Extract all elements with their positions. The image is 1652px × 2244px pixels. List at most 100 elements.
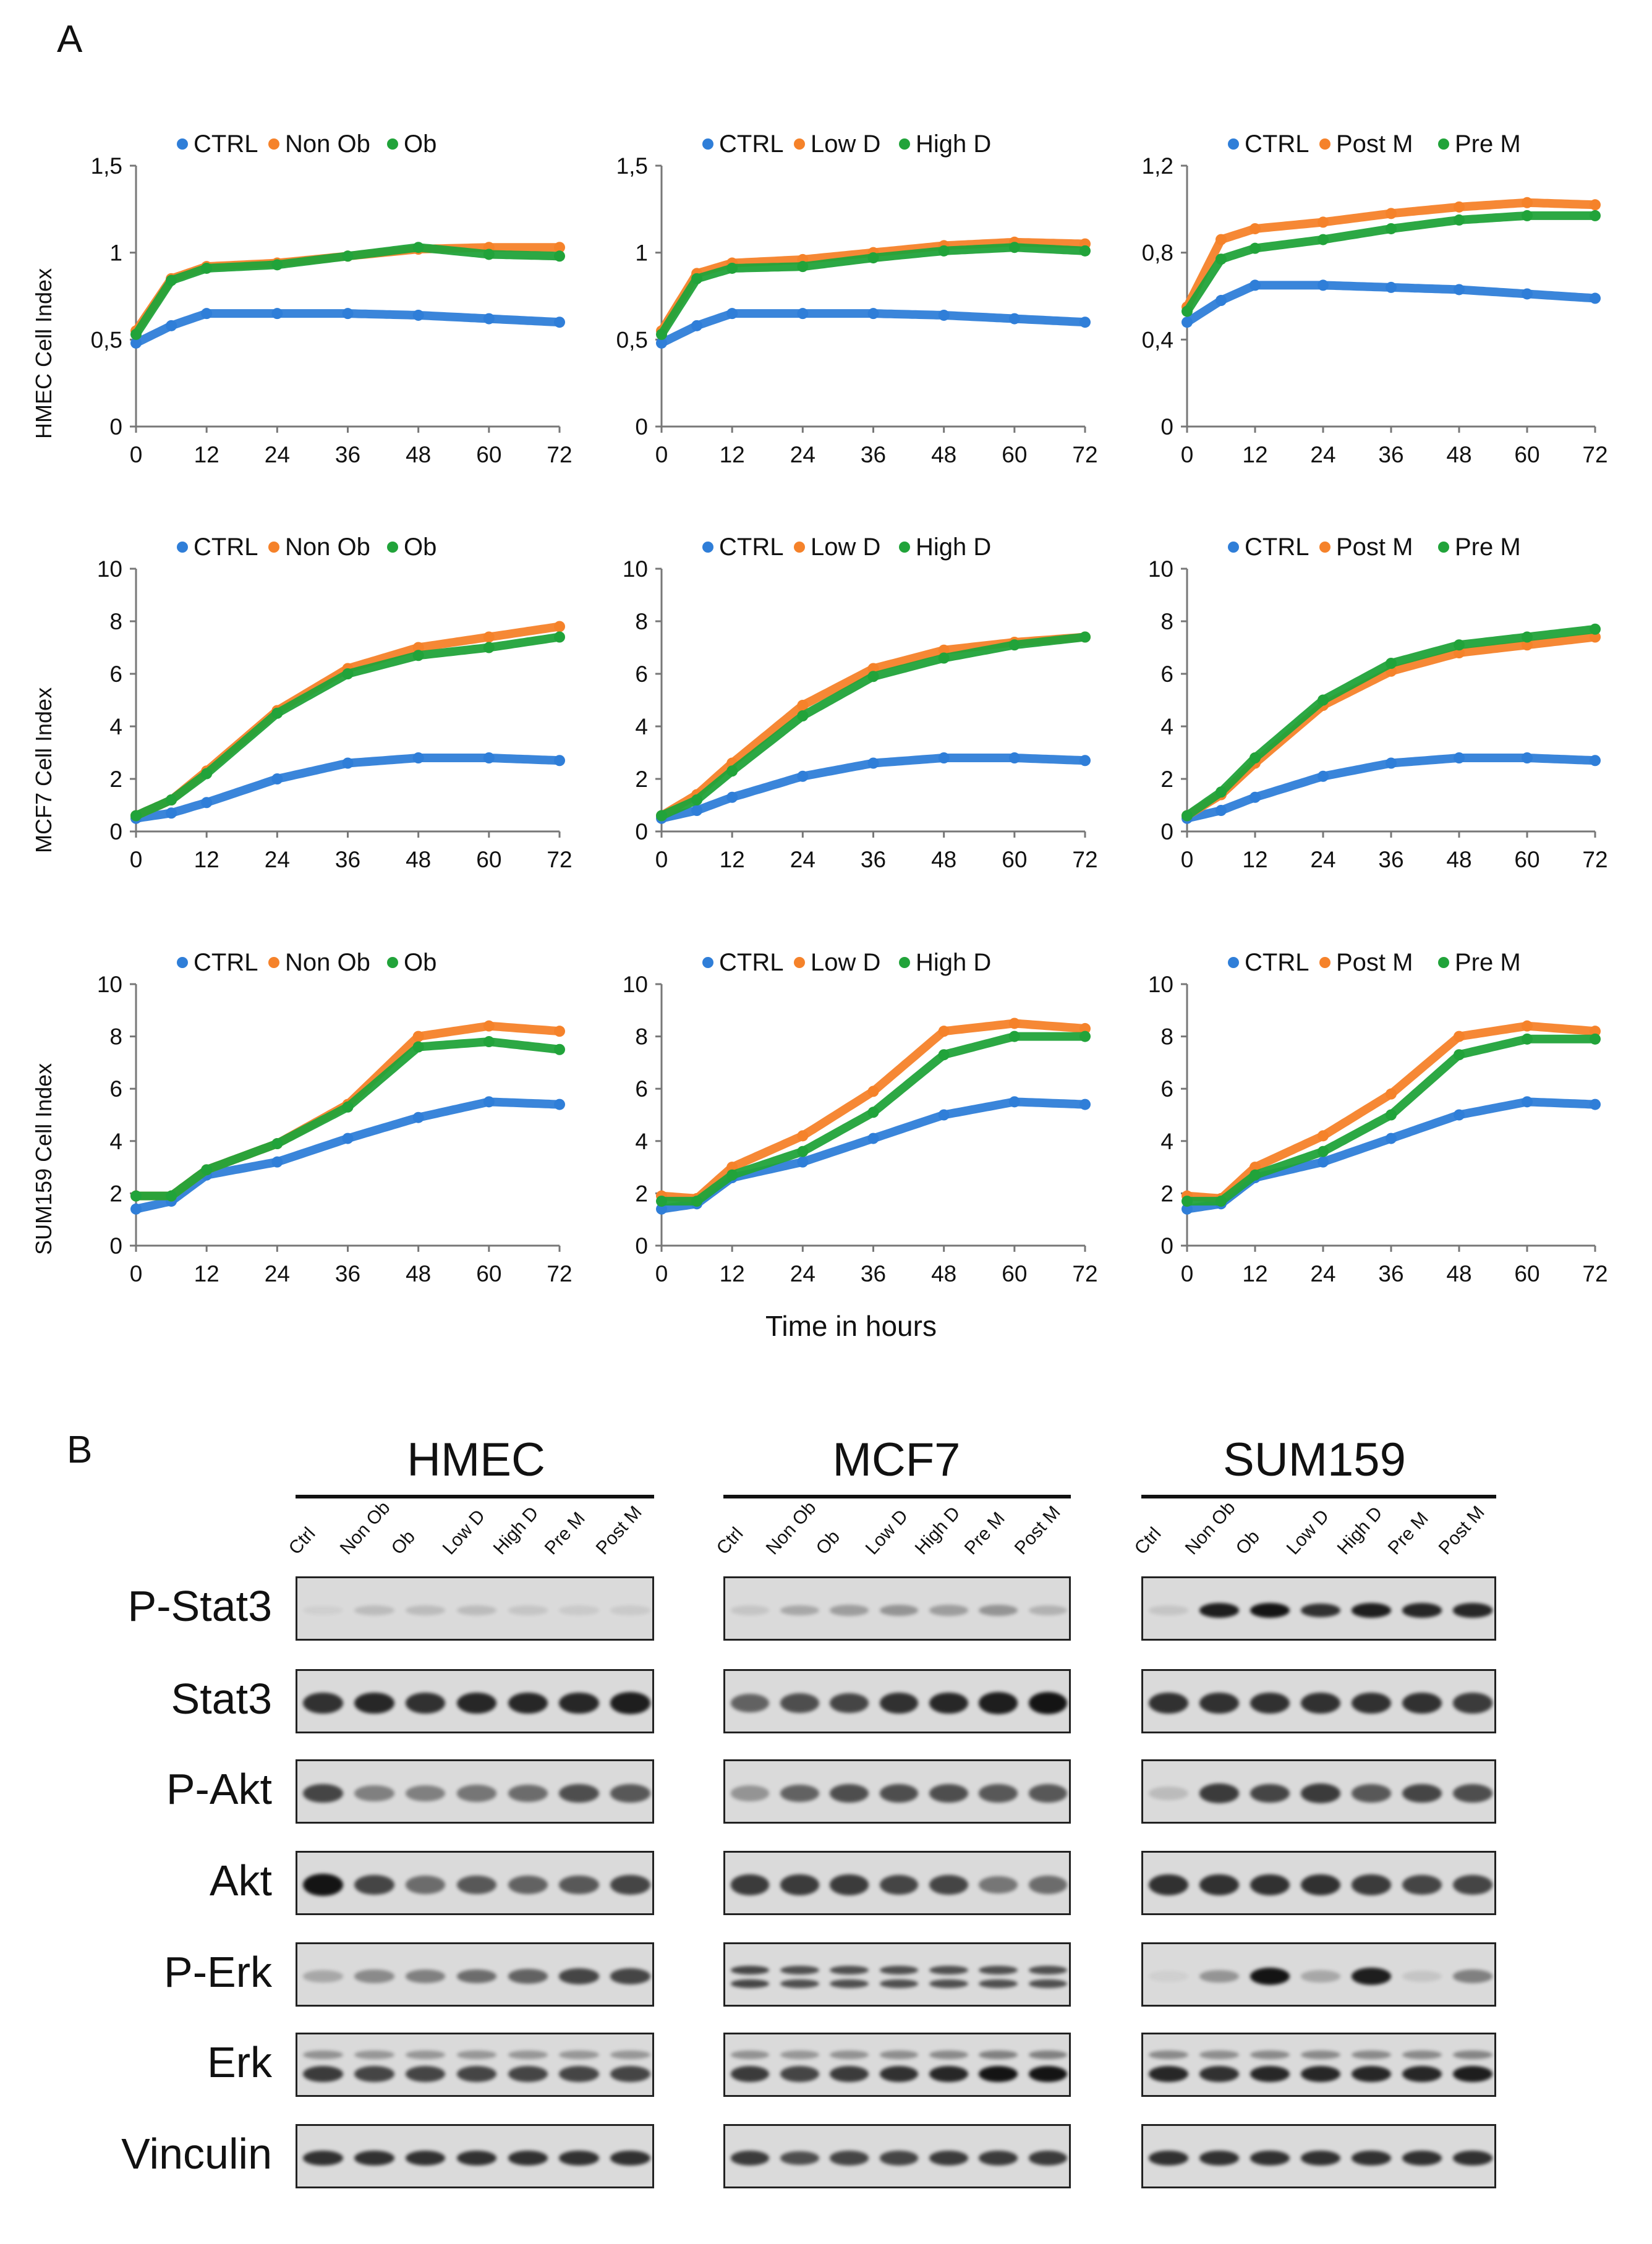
x-tick-label-hmec-2: 0 <box>655 442 668 467</box>
data-point-post-m-sum159-3 <box>1318 1130 1329 1142</box>
lane-label-sum159: Ctrl <box>1130 1523 1165 1559</box>
data-point-high-d-sum159-2 <box>797 1145 809 1157</box>
protein-label-akt: Akt <box>209 1856 272 1905</box>
data-point-high-d-sum159-2 <box>691 1196 703 1207</box>
band-mcf7-akt <box>780 1874 819 1895</box>
y-tick-label-sum159-1: 4 <box>109 1129 122 1154</box>
data-point-ob-hmec-1 <box>342 250 354 262</box>
band-hmec-erk <box>559 2051 600 2060</box>
band-hmec-p-erk <box>610 1968 650 1984</box>
y-tick-label-mcf7-2: 0 <box>635 819 648 844</box>
x-tick-label-sum159-3: 36 <box>1378 1261 1403 1286</box>
band-mcf7-erk <box>1028 2066 1068 2083</box>
legend-marker-mcf7-2 <box>794 542 805 553</box>
y-tick-label-mcf7-2: 6 <box>635 661 648 687</box>
band-mcf7-p-erk <box>830 1979 869 1989</box>
data-point-ctrl-mcf7-3 <box>1216 805 1227 816</box>
blot-sum159-p-stat3 <box>1141 1576 1496 1641</box>
band-sum159-stat3 <box>1199 1693 1239 1714</box>
series-high-d-sum159-2 <box>657 1032 1086 1206</box>
data-point-ctrl-mcf7-2 <box>1008 752 1020 763</box>
legend-marker-hmec-1 <box>387 138 398 150</box>
y-tick-label-hmec-3: 1,2 <box>1142 153 1173 179</box>
data-point-ctrl-sum159-3 <box>1590 1099 1601 1110</box>
band-sum159-erk <box>1453 2066 1492 2083</box>
data-point-ctrl-mcf7-3 <box>1386 757 1397 769</box>
data-point-post-m-hmec-3 <box>1454 201 1465 213</box>
legend-marker-hmec-3 <box>1228 138 1239 150</box>
legend-marker-sum159-1 <box>177 957 188 968</box>
x-tick-label-mcf7-2: 0 <box>655 847 668 872</box>
x-tick-label-hmec-1: 72 <box>547 442 572 467</box>
band-hmec-vinculin <box>508 2150 548 2166</box>
legend-label-sum159-1: Ob <box>404 949 436 976</box>
band-mcf7-stat3 <box>1028 1692 1068 1714</box>
band-mcf7-erk <box>730 2066 770 2083</box>
blot-mcf7-erk <box>723 2033 1071 2097</box>
data-point-ob-sum159-1 <box>554 1043 565 1055</box>
y-tick-label-mcf7-3: 4 <box>1160 714 1173 739</box>
legend-label-hmec-2: Low D <box>811 130 880 158</box>
y-tick-label-sum159-2: 0 <box>635 1233 648 1259</box>
x-tick-label-sum159-1: 48 <box>406 1261 431 1286</box>
data-point-pre-m-sum159-3 <box>1216 1196 1227 1207</box>
x-tick-label-mcf7-3: 60 <box>1514 847 1539 872</box>
data-point-high-d-mcf7-2 <box>1008 639 1020 651</box>
band-sum159-akt <box>1453 1874 1492 1895</box>
band-sum159-akt <box>1301 1874 1340 1895</box>
data-point-post-m-sum159-3 <box>1522 1020 1533 1032</box>
y-tick-label-sum159-3: 6 <box>1160 1076 1173 1102</box>
x-tick-label-sum159-2: 24 <box>790 1261 815 1286</box>
data-point-post-m-hmec-3 <box>1522 197 1533 208</box>
cell-line-bar-mcf7 <box>723 1495 1071 1498</box>
y-tick-label-mcf7-2: 4 <box>635 714 648 739</box>
band-sum159-p-akt <box>1453 1784 1492 1803</box>
data-point-ctrl-hmec-1 <box>342 308 354 320</box>
band-sum159-p-erk <box>1402 1971 1442 1982</box>
x-tick-label-mcf7-2: 48 <box>931 847 956 872</box>
band-sum159-p-erk <box>1453 1970 1492 1983</box>
y-tick-label-sum159-2: 8 <box>635 1024 648 1050</box>
data-point-ob-hmec-1 <box>412 242 424 253</box>
lane-label-mcf7: Ctrl <box>712 1523 747 1559</box>
legend-marker-hmec-1 <box>268 138 279 150</box>
band-mcf7-akt <box>979 1876 1018 1894</box>
data-point-ctrl-mcf7-1 <box>271 773 283 784</box>
band-mcf7-p-akt <box>780 1784 819 1803</box>
data-point-post-m-hmec-3 <box>1250 223 1261 234</box>
data-point-high-d-sum159-2 <box>656 1196 667 1207</box>
band-mcf7-p-erk <box>830 1965 869 1974</box>
band-mcf7-p-erk <box>780 1979 819 1989</box>
band-mcf7-p-erk <box>1028 1979 1068 1989</box>
data-point-non-ob-sum159-1 <box>483 1020 495 1032</box>
data-point-pre-m-sum159-3 <box>1182 1196 1193 1207</box>
legend-label-mcf7-1: CTRL <box>194 533 258 561</box>
band-sum159-p-akt <box>1199 1783 1239 1803</box>
y-tick-label-sum159-1: 8 <box>109 1024 122 1050</box>
cell-line-bar-hmec <box>296 1495 654 1498</box>
y-tick-label-hmec-2: 1 <box>635 240 648 266</box>
data-point-high-d-hmec-2 <box>656 328 667 340</box>
band-mcf7-akt <box>830 1874 869 1895</box>
band-mcf7-p-stat3 <box>780 1605 819 1616</box>
lane-label-hmec: High D <box>490 1503 543 1559</box>
data-point-high-d-mcf7-2 <box>691 794 703 805</box>
band-mcf7-erk <box>979 2066 1018 2083</box>
band-mcf7-vinculin <box>830 2151 869 2165</box>
data-point-pre-m-mcf7-3 <box>1318 694 1329 706</box>
data-point-ctrl-hmec-3 <box>1454 284 1465 295</box>
band-sum159-p-akt <box>1149 1786 1188 1801</box>
data-point-low-d-sum159-2 <box>938 1026 950 1037</box>
band-mcf7-p-stat3 <box>830 1605 869 1616</box>
panel-label-a: A <box>57 18 83 61</box>
data-point-ctrl-sum159-2 <box>1079 1099 1091 1110</box>
data-point-high-d-mcf7-2 <box>656 810 667 822</box>
band-sum159-erk <box>1453 2051 1492 2060</box>
lane-label-hmec: Low D <box>438 1506 489 1559</box>
series-non-ob-mcf7-1 <box>132 623 561 820</box>
data-point-pre-m-mcf7-3 <box>1590 623 1601 635</box>
y-tick-label-mcf7-3: 10 <box>1148 556 1173 582</box>
y-tick-label-sum159-2: 10 <box>623 972 648 997</box>
cell-line-bar-sum159 <box>1141 1495 1496 1498</box>
